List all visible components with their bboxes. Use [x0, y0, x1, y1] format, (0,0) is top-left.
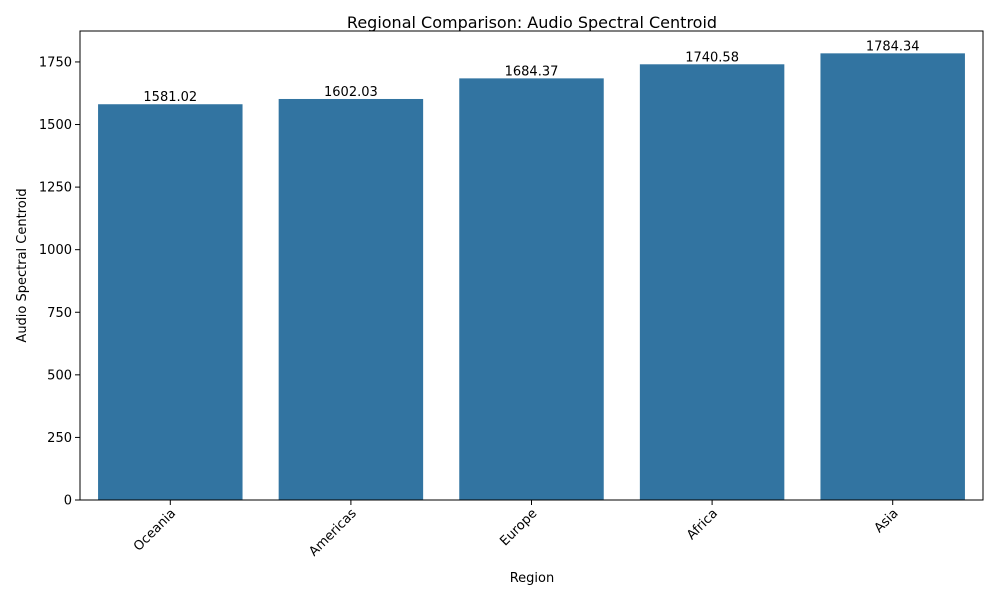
y-tick-label: 1000	[39, 243, 72, 258]
bar-americas	[278, 98, 424, 501]
y-tick-label: 1500	[39, 118, 72, 133]
data-label-africa: 1740.58	[685, 50, 739, 65]
y-tick-label: 1250	[39, 181, 72, 196]
data-label-americas: 1602.03	[324, 85, 378, 100]
y-tick-label: 1750	[39, 55, 72, 70]
data-label-oceania: 1581.02	[143, 90, 197, 105]
y-tick-label: 750	[47, 306, 72, 321]
bar-africa	[639, 64, 785, 500]
data-labels-layer: 1581.02 1602.03 1684.37 1740.58 1784.34	[143, 39, 919, 105]
y-axis: 0 250 500 750 1000 1250 1500 1750	[39, 55, 80, 509]
y-tick-label: 250	[47, 431, 72, 446]
plot-frame	[79, 30, 984, 501]
bar-oceania	[98, 104, 243, 500]
plot-area: 1581.02 1602.03 1684.37 1740.58 1784.34	[98, 39, 965, 501]
data-label-asia: 1784.34	[866, 39, 920, 54]
bar-europe	[459, 78, 604, 500]
bar-asia	[820, 53, 965, 500]
y-axis-title: Audio Spectral Centroid	[15, 188, 30, 342]
x-axis-title: Region	[510, 571, 555, 586]
chart-title: Regional Comparison: Audio Spectral Cent…	[347, 13, 717, 32]
y-tick-label: 0	[64, 494, 72, 509]
data-label-europe: 1684.37	[505, 64, 559, 79]
bars-layer	[98, 53, 965, 501]
y-tick-label: 500	[47, 368, 72, 383]
